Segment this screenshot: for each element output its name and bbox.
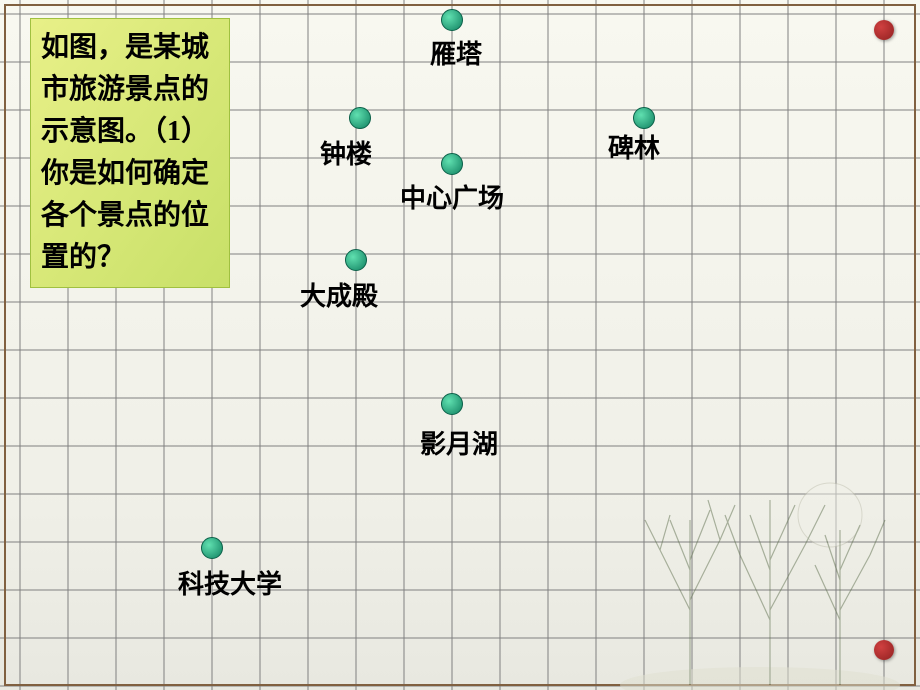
question-text-box: 如图，是某城市旅游景点的示意图。（1）你是如何确定各个景点的位置的？ [30,18,230,288]
point-zhonglou [349,107,371,129]
point-beilin [633,107,655,129]
label-zhongxin: 中心广场 [400,178,504,215]
label-beilin: 碑林 [608,128,660,165]
question-text: 如图，是某城市旅游景点的示意图。（1）你是如何确定各个景点的位置的？ [41,32,209,273]
corner-dot [874,20,894,40]
point-zhongxin [441,153,463,175]
moon-icon [798,483,862,547]
label-zhonglou: 钟楼 [320,134,372,171]
label-yingyue: 影月湖 [420,424,498,461]
point-yanta [441,9,463,31]
point-keji [201,537,223,559]
point-dacheng [345,249,367,271]
trees-decoration [620,460,900,690]
label-keji: 科技大学 [178,564,282,601]
label-yanta: 雁塔 [430,34,482,71]
point-yingyue [441,393,463,415]
label-dacheng: 大成殿 [300,276,378,313]
ground-shadow [620,667,900,690]
